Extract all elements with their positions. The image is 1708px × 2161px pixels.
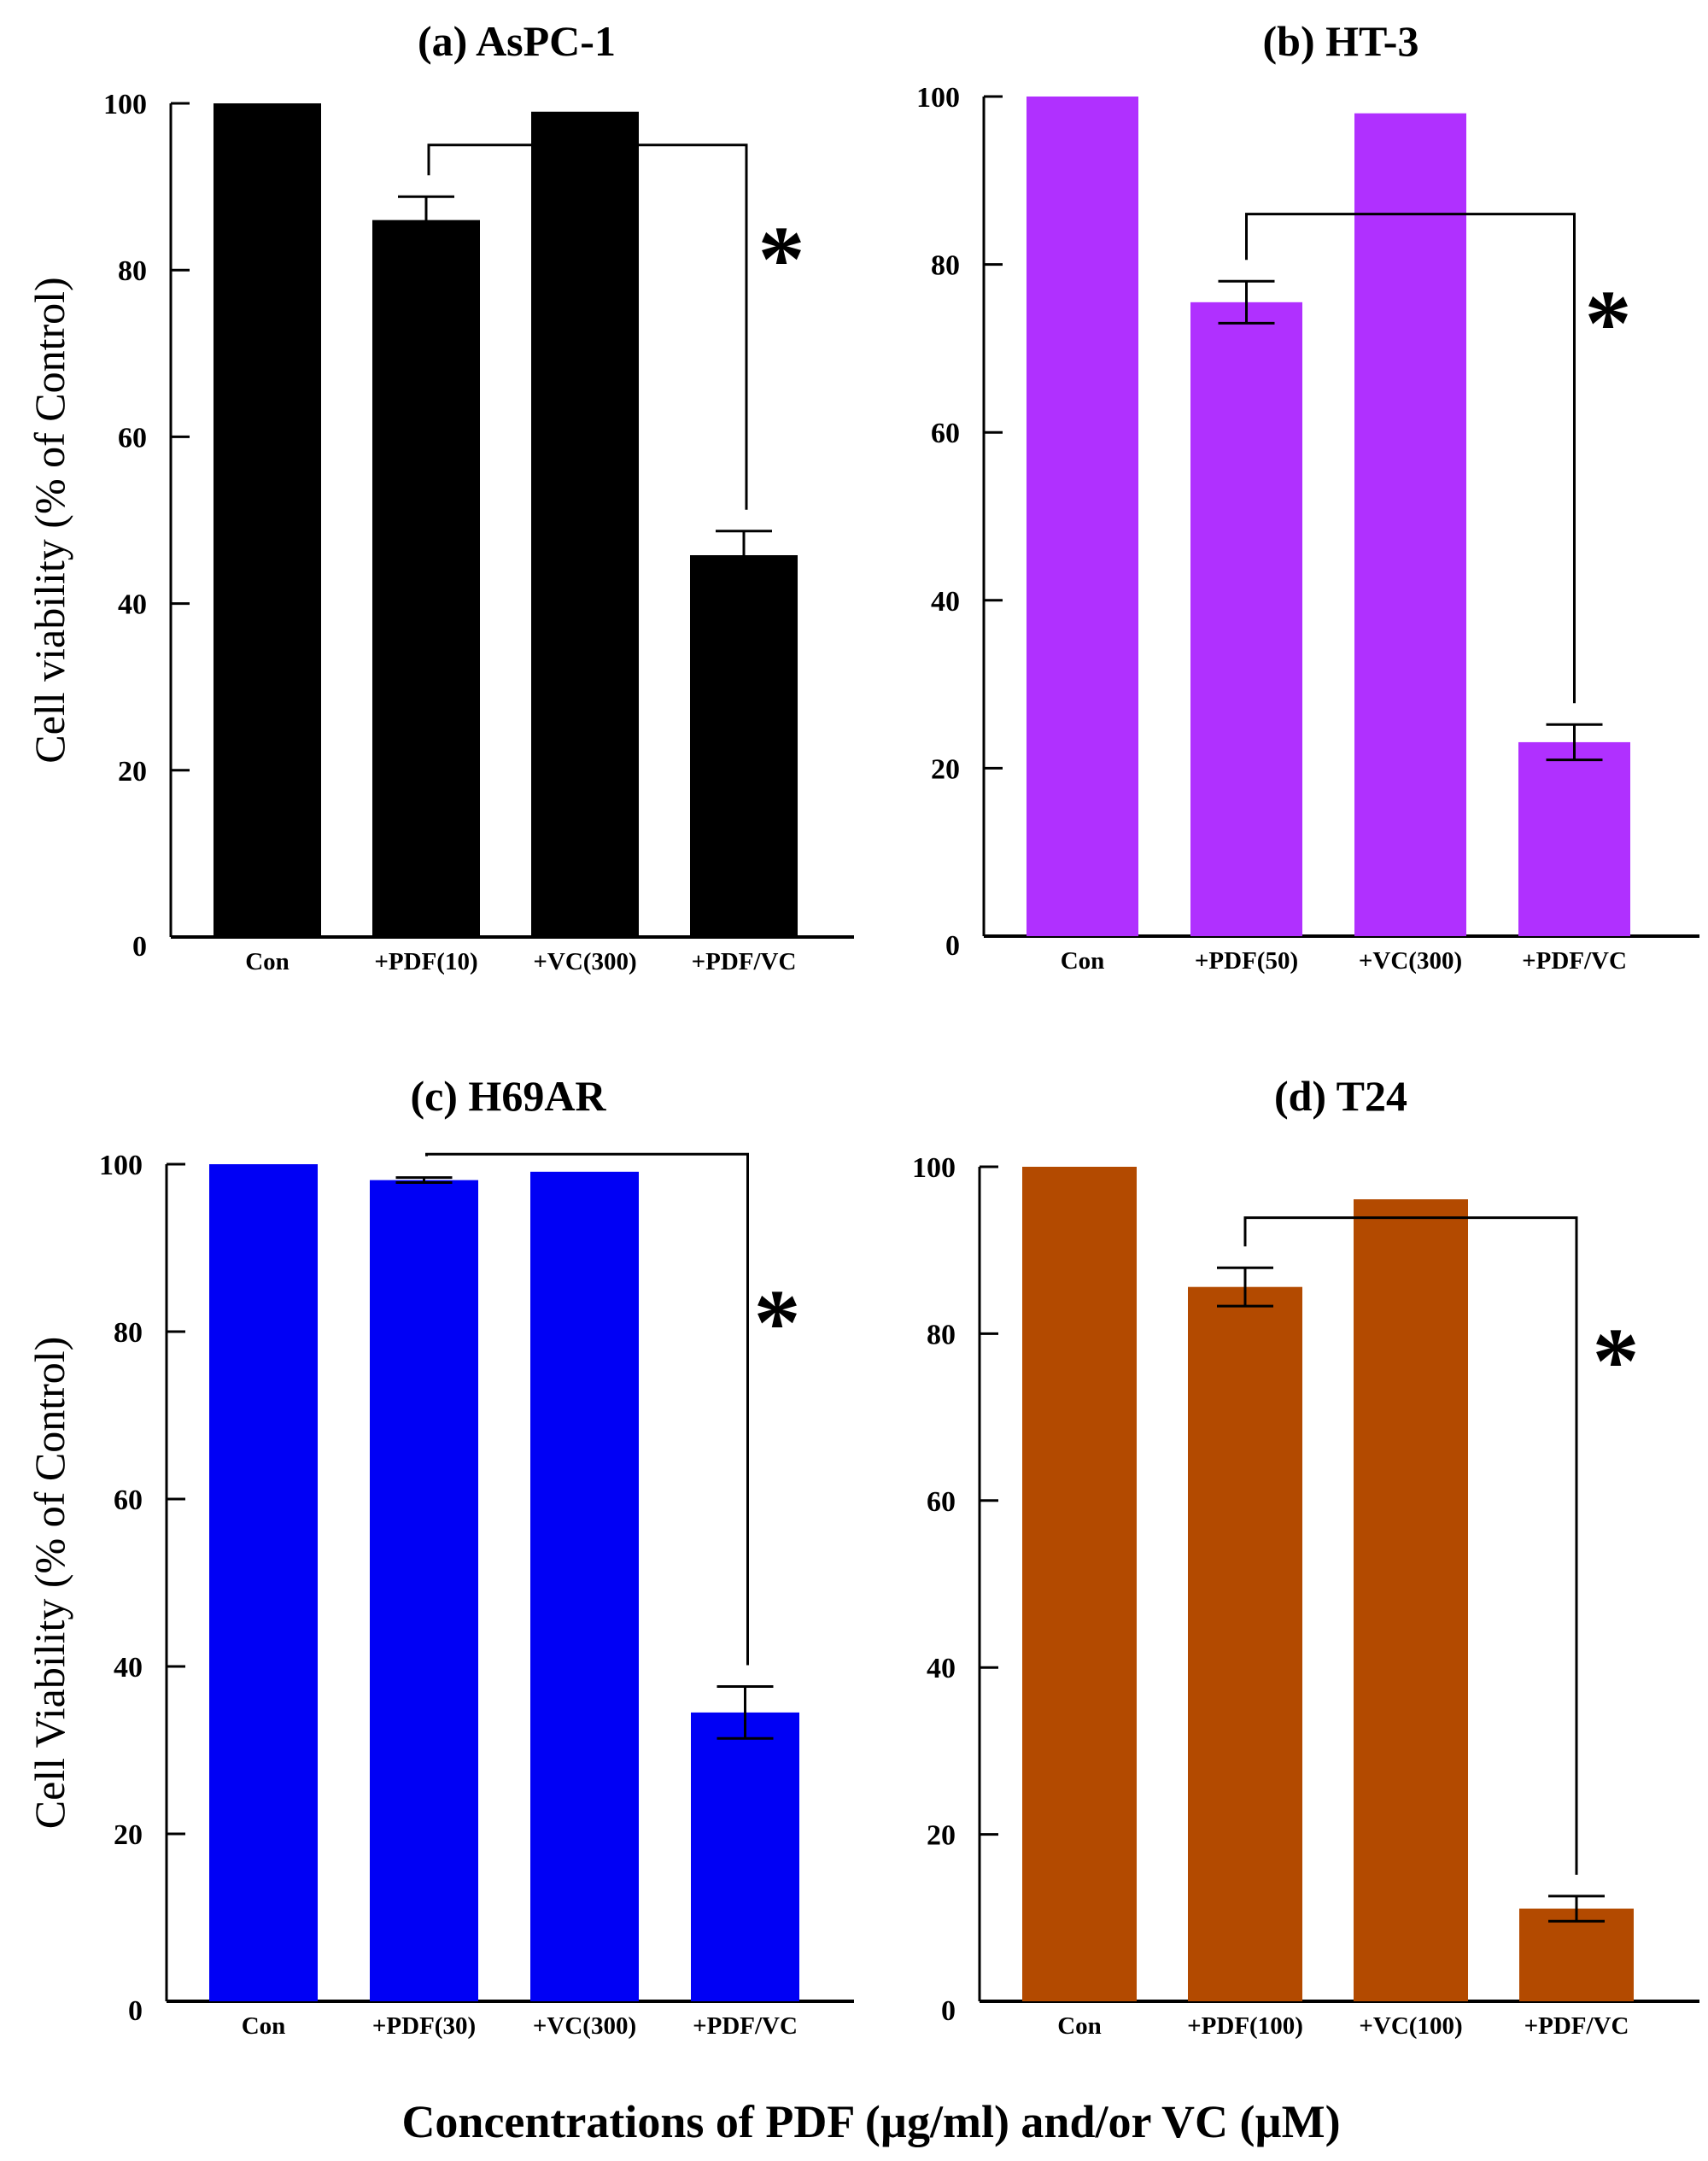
y-tick-label: 0 xyxy=(132,931,147,963)
y-tick-label: 0 xyxy=(941,1995,956,2027)
bar-con xyxy=(214,103,321,937)
y-tick-label: 80 xyxy=(118,255,147,287)
x-tick-label: +PDF/VC xyxy=(693,2012,798,2040)
bar-pdf-50 xyxy=(1190,302,1302,937)
bar-pdf-30 xyxy=(370,1180,478,2001)
y-tick-label: 20 xyxy=(927,1820,956,1852)
significance-asterisk: * xyxy=(1585,271,1632,375)
x-tick-label: Con xyxy=(245,948,290,975)
y-tick-label: 60 xyxy=(114,1485,143,1516)
error-bar xyxy=(1217,1266,1273,1308)
x-tick-label: +PDF(10) xyxy=(374,948,477,975)
significance-asterisk: * xyxy=(754,1270,801,1374)
x-tick-label: +PDF(100) xyxy=(1187,2012,1303,2040)
y-tick-label: 40 xyxy=(927,1653,956,1684)
chart-panel-a: (a) AsPC-1 Cell viability (% of Control) 0… xyxy=(26,17,854,975)
y-tick-label: 20 xyxy=(114,1819,143,1851)
x-tick-label: +PDF/VC xyxy=(692,948,797,975)
y-tick-label: 80 xyxy=(927,1319,956,1350)
bar-con xyxy=(1022,1167,1137,2001)
y-tick-label: 60 xyxy=(927,1486,956,1518)
error-bar xyxy=(1218,279,1275,325)
bar-vc-100 xyxy=(1354,1199,1468,2001)
figure-x-axis-label: Concentrations of PDF (µg/ml) and/or VC … xyxy=(401,2096,1340,2147)
chart-title: (c) H69AR xyxy=(410,1072,606,1120)
significance-bracket xyxy=(427,143,748,510)
y-tick-label: 0 xyxy=(128,1995,143,2027)
chart-panel-b: (b) HT-3 0 20 40 60 80 100 Con +PDF(50) +VC(300) +… xyxy=(916,17,1699,975)
x-tick-label: +PDF/VC xyxy=(1524,2012,1629,2040)
x-tick-label: Con xyxy=(1057,2012,1102,2040)
bar-pdf-10 xyxy=(372,220,480,937)
y-tick-label: 80 xyxy=(931,250,960,282)
y-tick-label: 40 xyxy=(114,1652,143,1684)
y-tick-label: 0 xyxy=(945,930,960,962)
chart-panel-d: (d) T24 0 20 40 60 80 100 Con +PDF(100) +VC(100) +… xyxy=(912,1072,1699,2040)
x-tick-label: +VC(300) xyxy=(1359,947,1462,975)
x-tick-label: +PDF(50) xyxy=(1195,947,1298,975)
chart-title: (d) T24 xyxy=(1274,1072,1407,1120)
significance-asterisk: * xyxy=(758,207,805,311)
error-bar xyxy=(717,1685,774,1740)
y-tick-label: 20 xyxy=(931,753,960,785)
bar-vc-300 xyxy=(531,111,639,937)
x-tick-label: +VC(300) xyxy=(533,2012,636,2040)
y-tick-label: 100 xyxy=(103,89,147,120)
significance-asterisk: * xyxy=(1593,1309,1640,1413)
bar-pdf-vc xyxy=(1518,741,1630,936)
bar-pdf-vc xyxy=(1519,1908,1634,2001)
y-tick-label: 40 xyxy=(931,586,960,618)
y-tick-label: 20 xyxy=(118,756,147,788)
x-tick-label: Con xyxy=(1061,947,1105,975)
significance-bracket xyxy=(1243,1216,1578,1875)
y-tick-label: 60 xyxy=(118,422,147,454)
y-axis-label: Cell viability (% of Control) xyxy=(26,277,73,763)
bar-vc-300 xyxy=(530,1171,639,2001)
bar-con xyxy=(209,1164,318,2001)
error-bar xyxy=(1546,723,1603,762)
y-tick-label: 80 xyxy=(114,1317,143,1349)
x-tick-label: +VC(100) xyxy=(1359,2012,1462,2040)
y-tick-label: 60 xyxy=(931,418,960,449)
bar-pdf-vc xyxy=(691,1712,799,2001)
y-tick-label: 100 xyxy=(912,1152,956,1184)
chart-title: (a) AsPC-1 xyxy=(418,17,616,65)
significance-bracket xyxy=(425,1152,749,1666)
error-bar xyxy=(398,195,454,245)
error-bar xyxy=(1548,1895,1605,1923)
bar-pdf-100 xyxy=(1188,1286,1302,2001)
x-tick-label: +PDF/VC xyxy=(1522,947,1627,975)
y-tick-label: 100 xyxy=(99,1150,143,1181)
bar-vc-300 xyxy=(1354,113,1466,936)
y-axis-label: Cell Viability (% of Control) xyxy=(26,1337,73,1830)
error-bar xyxy=(395,1176,453,1185)
bar-pdf-vc xyxy=(690,554,798,937)
chart-panel-c: (c) H69AR Cell Viability (% of Control) 0 2… xyxy=(26,1072,854,2040)
chart-title: (b) HT-3 xyxy=(1263,17,1419,65)
x-tick-label: +PDF(30) xyxy=(372,2012,476,2040)
y-tick-label: 100 xyxy=(916,82,960,114)
x-tick-label: +VC(300) xyxy=(533,948,636,975)
x-tick-label: Con xyxy=(242,2012,286,2040)
significance-bracket xyxy=(1245,213,1576,704)
error-bar xyxy=(716,530,772,581)
bar-con xyxy=(1027,97,1138,936)
y-tick-label: 40 xyxy=(118,589,147,621)
